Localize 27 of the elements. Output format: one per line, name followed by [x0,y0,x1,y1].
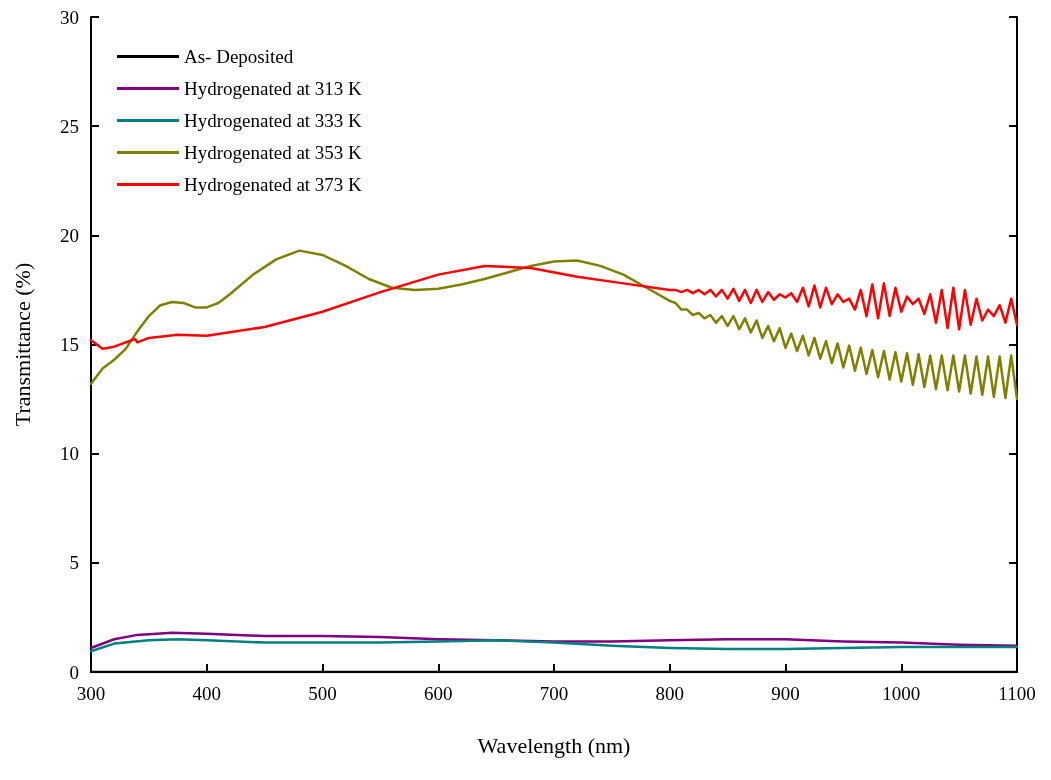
legend-label: Hydrogenated at 373 K [184,174,363,195]
y-tick-label: 10 [60,443,79,465]
y-tick-label: 0 [69,661,79,683]
x-tick-label: 500 [308,683,337,704]
y-tick-label: 20 [60,224,79,246]
line-series [89,249,1019,401]
x-tick-label: 800 [655,683,684,704]
line-series [89,638,1019,653]
x-tick-label: 1100 [998,683,1036,704]
y-tick-label: 25 [60,115,79,137]
x-axis-title: Wavelength (nm) [477,732,631,758]
legend-label: Hydrogenated at 333 K [184,110,363,131]
x-tick-label: 600 [424,683,453,704]
legend-label: Hydrogenated at 353 K [184,142,363,163]
y-tick-label: 5 [69,552,79,574]
x-tick-label: 300 [76,683,106,704]
legend-label: As- Deposited [184,46,294,67]
line-series [89,631,1019,650]
y-tick-label: 30 [60,6,79,28]
line-series [89,264,1019,351]
x-tick-label: 400 [192,683,221,704]
legend-label: Hydrogenated at 313 K [184,78,363,99]
x-tick-label: 900 [771,683,800,704]
y-axis-title: Transmittance (%) [9,262,35,427]
x-tick-label: 1000 [882,683,921,704]
y-tick-label: 15 [60,334,79,355]
x-tick-label: 700 [539,683,569,704]
